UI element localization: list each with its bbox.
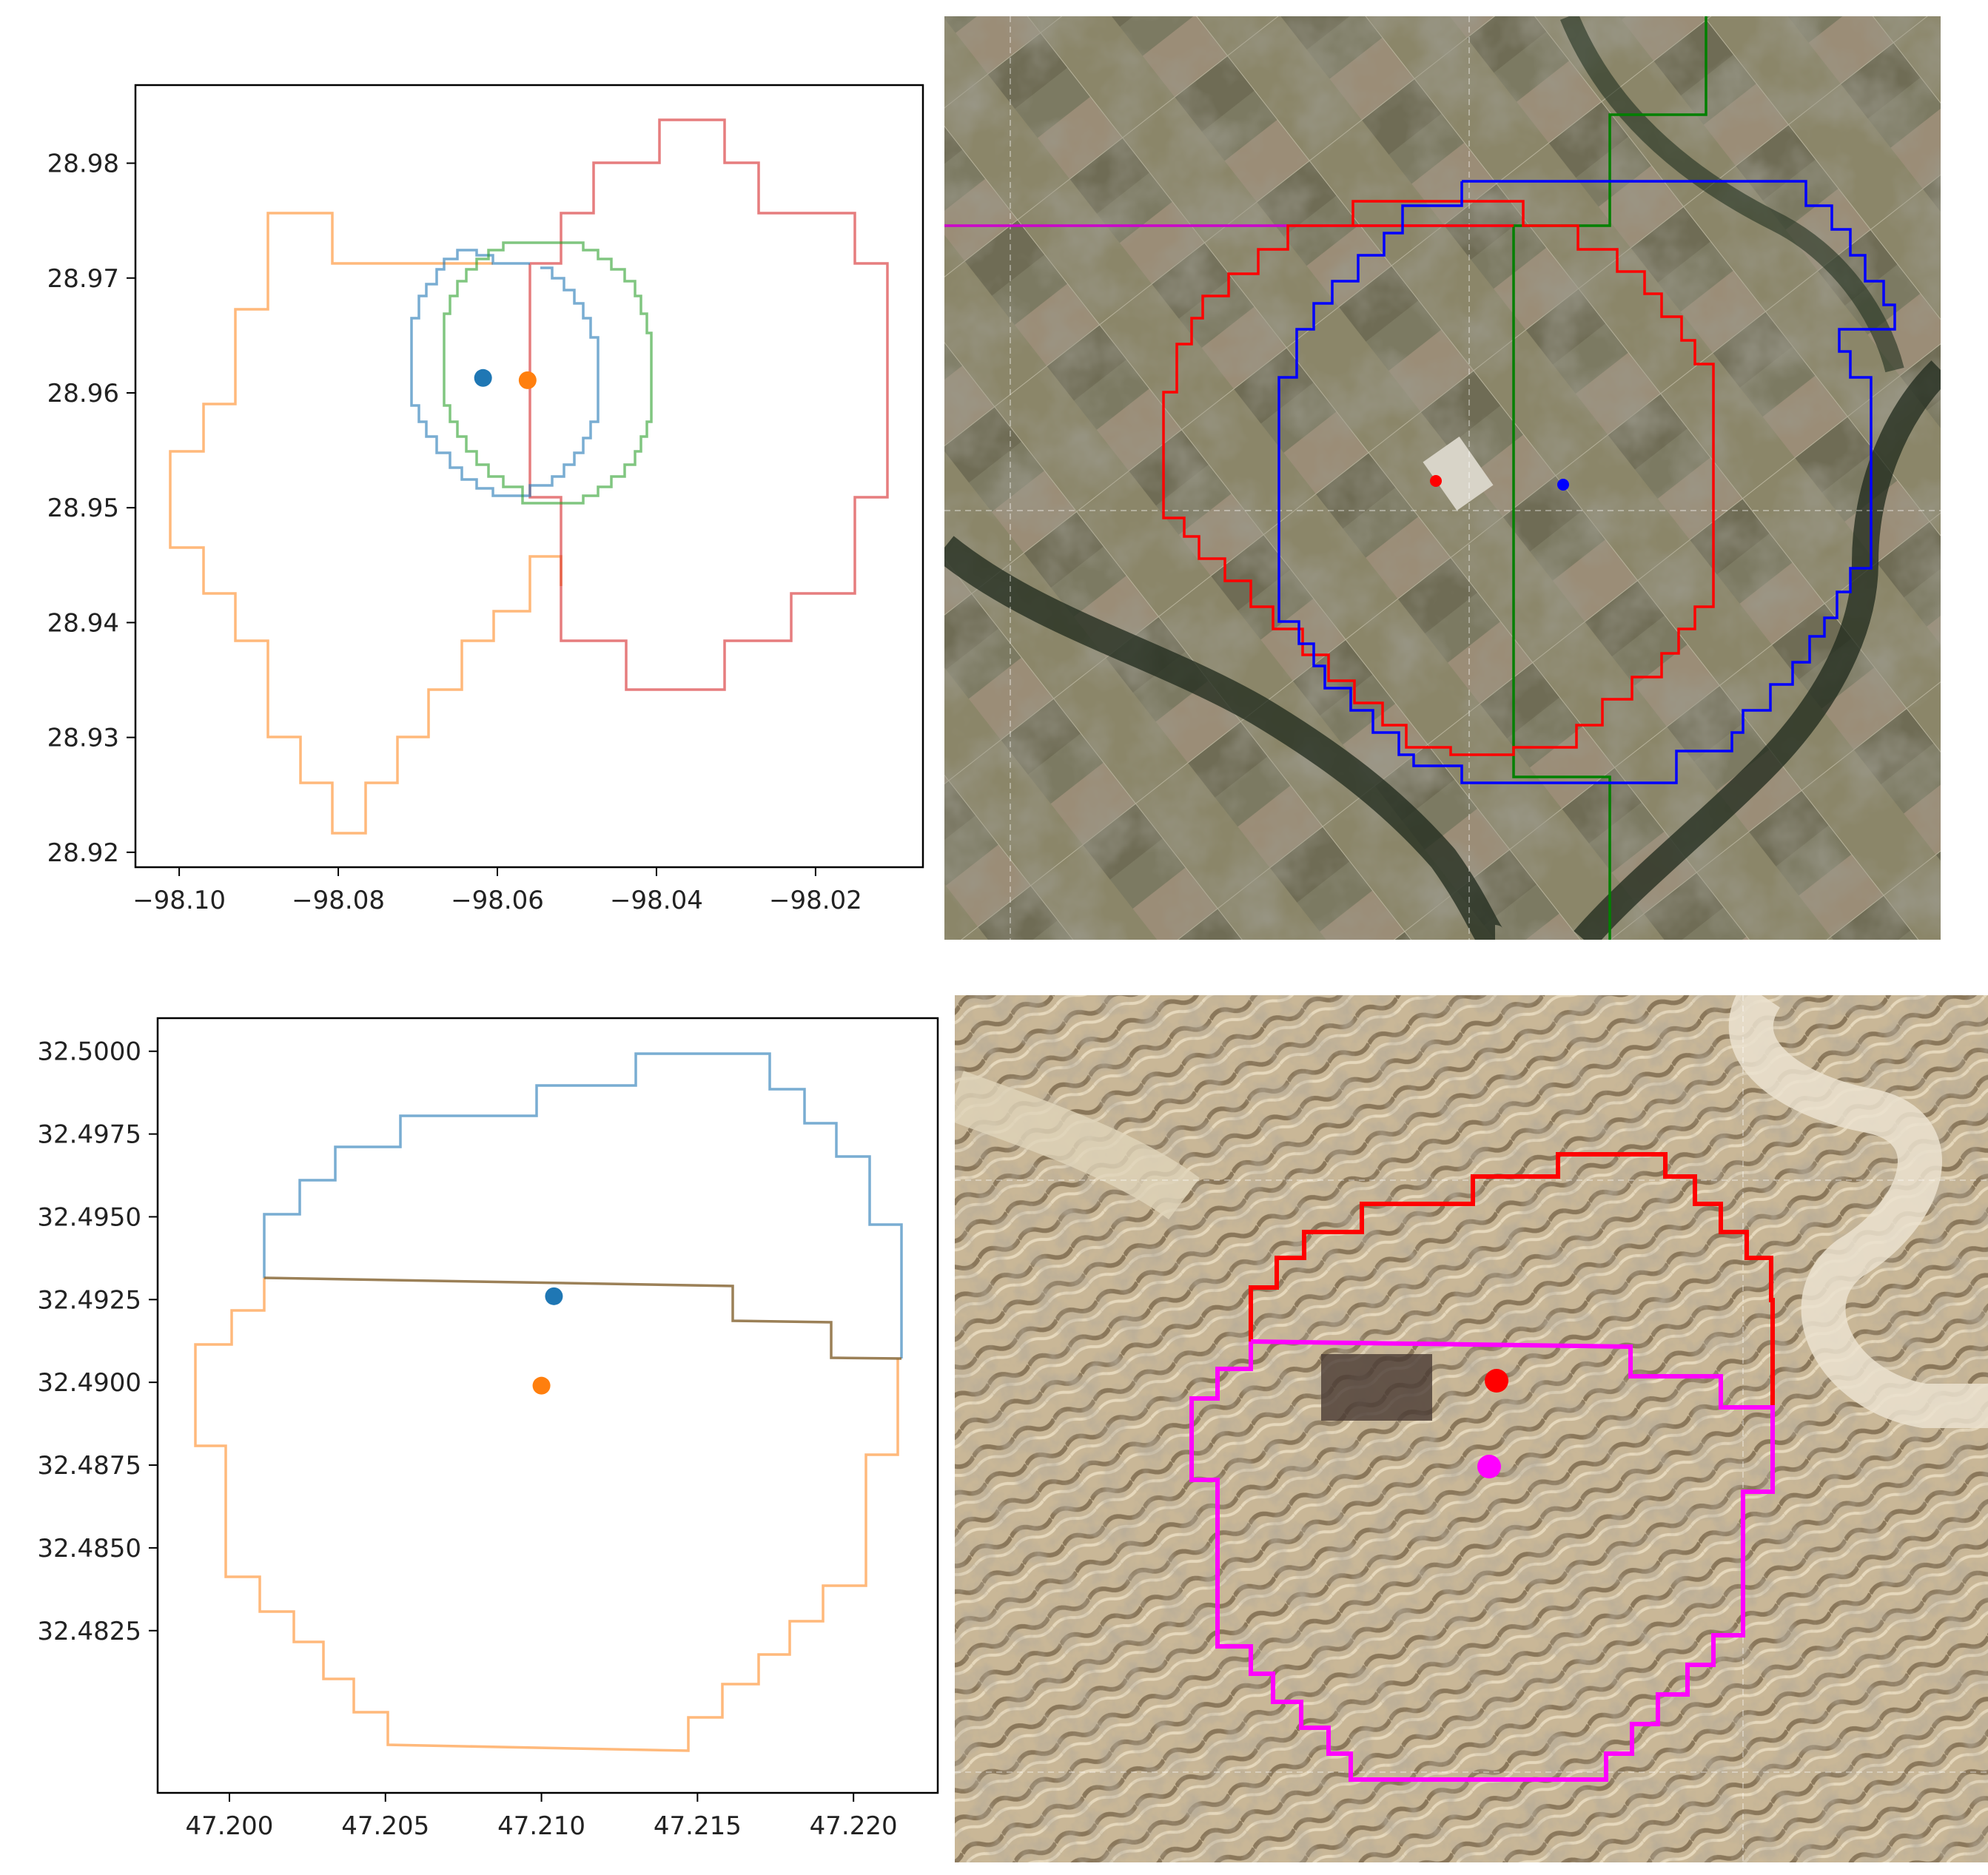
data-point <box>518 371 537 389</box>
y-tick-label: 28.98 <box>47 149 119 179</box>
x-tick-label: −98.10 <box>132 886 226 915</box>
point-magenta <box>1477 1455 1501 1478</box>
y-tick-label: 32.5000 <box>37 1037 141 1067</box>
x-tick-label: 47.215 <box>654 1811 742 1841</box>
data-point <box>545 1287 563 1305</box>
points-group <box>474 368 537 389</box>
y-tick-label: 32.4825 <box>37 1617 141 1646</box>
x-axis-ticks: 47.200 47.205 47.210 47.215 47.220 <box>185 1793 898 1841</box>
axes-frame <box>134 84 924 869</box>
panel-top-left-plot: −98.10 −98.08 −98.06 −98.04 −98.02 28.9828.9… <box>47 84 924 915</box>
river-corridor <box>1574 360 1941 940</box>
data-point <box>532 1376 551 1395</box>
outline-red <box>1162 200 1715 756</box>
x-tick-label: 47.205 <box>341 1811 429 1841</box>
outline-green <box>443 241 653 505</box>
y-tick-label: 28.93 <box>47 724 119 753</box>
x-tick-label: 47.220 <box>810 1811 898 1841</box>
outline-red <box>1249 1152 1775 1407</box>
river-bed <box>955 1071 1200 1220</box>
y-tick-label: 28.95 <box>47 494 119 523</box>
x-tick-label: 47.210 <box>497 1811 585 1841</box>
y-axis-ticks: 32.5000 32.4975 32.4950 32.4925 32.4900 32.48… <box>37 1037 158 1646</box>
outline-shared-boundary <box>263 1276 902 1360</box>
x-tick-label: 47.200 <box>185 1811 273 1841</box>
river-bed <box>1728 995 1988 1428</box>
points-group <box>532 1287 563 1395</box>
point-red <box>1430 475 1442 487</box>
outline-red <box>528 118 889 691</box>
point-blue <box>1557 479 1569 491</box>
y-tick-label: 32.4850 <box>37 1534 141 1563</box>
x-tick-label: −98.06 <box>451 886 544 915</box>
x-tick-label: −98.04 <box>610 886 703 915</box>
outline-blue <box>1277 180 1896 784</box>
satellite-texture <box>955 995 1988 1862</box>
dark-patch <box>1321 1354 1432 1421</box>
outline-blue <box>410 249 600 497</box>
point-red <box>1485 1369 1508 1393</box>
outline-orange <box>169 212 563 835</box>
building <box>1423 437 1494 511</box>
panel-top-right-satellite <box>944 16 1941 940</box>
y-tick-label: 32.4925 <box>37 1285 141 1315</box>
panel-bottom-right-satellite <box>955 995 1988 1862</box>
axes-frame <box>156 1017 939 1794</box>
outline-blue <box>263 1052 903 1359</box>
y-tick-label: 28.96 <box>47 379 119 408</box>
outline-magenta <box>1189 1339 1775 1782</box>
y-tick-label: 32.4950 <box>37 1202 141 1232</box>
x-axis-ticks: −98.10 −98.08 −98.06 −98.04 −98.02 <box>132 867 862 915</box>
outline-group <box>194 1052 903 1752</box>
river-corridor <box>1559 16 1904 373</box>
data-point <box>474 368 492 387</box>
panel-bottom-left-plot: 47.200 47.205 47.210 47.215 47.220 32.500032… <box>37 1017 939 1841</box>
x-tick-label: −98.08 <box>292 886 385 915</box>
outline-group <box>169 118 889 835</box>
y-tick-label: 32.4875 <box>37 1451 141 1481</box>
outline-orange <box>194 1278 899 1752</box>
y-tick-label: 28.94 <box>47 608 119 638</box>
x-tick-label: −98.02 <box>769 886 862 915</box>
y-axis-ticks: 28.98 28.97 28.96 28.95 28.94 28.93 28.92 <box>47 149 135 868</box>
river-corridor <box>944 536 1504 940</box>
y-tick-label: 28.92 <box>47 838 119 868</box>
y-tick-label: 28.97 <box>47 264 119 294</box>
y-tick-label: 32.4975 <box>37 1120 141 1150</box>
y-tick-label: 32.4900 <box>37 1368 141 1398</box>
